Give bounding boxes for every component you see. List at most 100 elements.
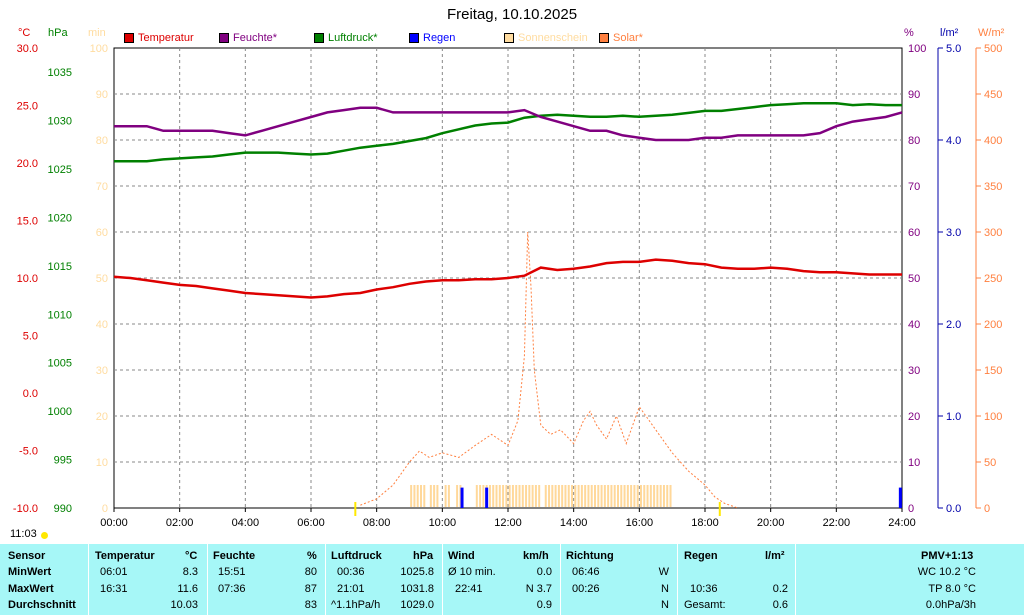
x-tick-label: 06:00 bbox=[297, 517, 325, 529]
avg-dir-value: N bbox=[661, 599, 669, 611]
sun-tick-label: 50 bbox=[96, 273, 108, 285]
legend-label: Sonnenschein bbox=[518, 32, 588, 44]
header-wind-unit: km/h bbox=[523, 550, 549, 562]
max-hum-value: 87 bbox=[304, 583, 317, 595]
min-hum-value: 80 bbox=[304, 566, 317, 578]
sun-tick-label: 40 bbox=[96, 319, 108, 331]
x-tick-label: 16:00 bbox=[626, 517, 654, 529]
avg-pres-trend: ^1.1hPa/h bbox=[331, 599, 381, 611]
sun-axis-unit: min bbox=[88, 27, 106, 39]
humidity-line bbox=[114, 106, 903, 142]
header-sensor: Sensor bbox=[8, 550, 46, 562]
divider bbox=[677, 544, 678, 615]
pressure-tick-label: 990 bbox=[54, 503, 72, 515]
temp-tick-label: 25.0 bbox=[17, 101, 38, 113]
temp-tick-label: 5.0 bbox=[23, 331, 38, 343]
humidity-tick-label: 20 bbox=[908, 411, 920, 423]
pressure-tick-label: 1030 bbox=[48, 116, 72, 128]
solar-tick-label: 200 bbox=[984, 319, 1002, 331]
legend-swatch bbox=[504, 33, 514, 43]
legend-item: Regen bbox=[409, 31, 455, 45]
divider bbox=[795, 544, 796, 615]
header-humidity: Feuchte bbox=[213, 550, 256, 562]
temp-tick-label: 30.0 bbox=[17, 43, 38, 55]
divider bbox=[442, 544, 443, 615]
legend-item: Sonnenschein bbox=[504, 31, 588, 45]
humidity-tick-label: 50 bbox=[908, 273, 920, 285]
min-wind-time: Ø 10 min. bbox=[448, 566, 496, 578]
chart-title: Freitag, 10.10.2025 bbox=[446, 6, 578, 23]
solar-tick-label: 350 bbox=[984, 181, 1002, 193]
humidity-tick-label: 10 bbox=[908, 457, 920, 469]
temp-tick-label: 10.0 bbox=[17, 273, 38, 285]
min-dir-value: W bbox=[658, 566, 669, 578]
sun-tick-label: 10 bbox=[96, 457, 108, 469]
avg-rain-label: Gesamt: bbox=[684, 599, 726, 611]
header-pmv: PMV+1:13 bbox=[921, 550, 974, 562]
header-pres-unit: hPa bbox=[413, 550, 434, 562]
row-label-max: MaxWert bbox=[8, 583, 54, 595]
min-wind-value: 0.0 bbox=[536, 566, 552, 578]
avg-pres-value: 1029.0 bbox=[400, 599, 434, 611]
sun-tick-label: 70 bbox=[96, 181, 108, 193]
avg-temp-value: 10.03 bbox=[170, 599, 198, 611]
solar-axis-unit: W/m² bbox=[978, 27, 1005, 39]
legend-item: Luftdruck* bbox=[314, 31, 378, 45]
humidity-tick-label: 100 bbox=[908, 43, 926, 55]
pressure-tick-label: 1000 bbox=[48, 406, 72, 418]
legend-swatch bbox=[219, 33, 229, 43]
header-rain: Regen bbox=[684, 550, 718, 562]
min-pres-value: 1025.8 bbox=[400, 566, 434, 578]
avg-rain-value: 0.6 bbox=[772, 599, 788, 611]
solar-tick-label: 50 bbox=[984, 457, 996, 469]
humidity-tick-label: 80 bbox=[908, 135, 920, 147]
humidity-tick-label: 30 bbox=[908, 365, 920, 377]
avg-pmv: 0.0hPa/3h bbox=[925, 599, 976, 611]
pressure-tick-label: 1005 bbox=[48, 358, 72, 370]
timestamp: 11:03 bbox=[10, 528, 37, 540]
solar-line bbox=[360, 231, 738, 509]
rain-bar bbox=[485, 487, 489, 508]
x-tick-label: 04:00 bbox=[232, 517, 260, 529]
legend-label: Feuchte* bbox=[233, 32, 278, 44]
solar-tick-label: 250 bbox=[984, 273, 1002, 285]
max-wind-value: N 3.7 bbox=[525, 583, 552, 595]
max-wind-time: 22:41 bbox=[455, 583, 483, 595]
x-tick-label: 12:00 bbox=[494, 517, 522, 529]
weather-chart: °C hPa min% l/m² W/m² 30.0 25.0 20.0 15.0 10.0 5.0… bbox=[13, 27, 1005, 529]
solar-tick-label: 400 bbox=[984, 135, 1002, 147]
temp-tick-label: 0.0 bbox=[23, 388, 38, 400]
max-pmv: TP 8.0 °C bbox=[928, 583, 976, 595]
rain-tick-label: 4.0 bbox=[946, 135, 961, 147]
header-rain-unit: l/m² bbox=[765, 550, 785, 562]
divider bbox=[560, 544, 561, 615]
max-dir-value: N bbox=[661, 583, 669, 595]
legend-swatch bbox=[124, 33, 134, 43]
rain-tick-label: 3.0 bbox=[946, 227, 961, 239]
pressure-tick-label: 1035 bbox=[48, 67, 72, 79]
temp-tick-label: -10.0 bbox=[13, 503, 38, 515]
humidity-tick-label: 70 bbox=[908, 181, 920, 193]
max-dir-time: 00:26 bbox=[572, 583, 600, 595]
avg-wind-value: 0.9 bbox=[536, 599, 552, 611]
header-wind: Wind bbox=[448, 550, 475, 562]
humidity-tick-label: 0 bbox=[908, 503, 914, 515]
header-temp-unit: °C bbox=[185, 550, 198, 562]
max-rain-time: 10:36 bbox=[690, 583, 718, 595]
x-tick-label: 14:00 bbox=[560, 517, 588, 529]
pressure-tick-label: 1010 bbox=[48, 309, 72, 321]
divider bbox=[325, 544, 326, 615]
sun-icon bbox=[41, 532, 48, 539]
min-temp-value: 8.3 bbox=[182, 566, 198, 578]
x-tick-label: 02:00 bbox=[166, 517, 194, 529]
legend-label: Regen bbox=[423, 32, 456, 44]
solar-tick-label: 100 bbox=[984, 411, 1002, 423]
legend-label: Solar* bbox=[613, 32, 643, 44]
rain-tick-label: 0.0 bbox=[946, 503, 961, 515]
legend-swatch bbox=[314, 33, 324, 43]
divider bbox=[207, 544, 208, 615]
solar-tick-label: 450 bbox=[984, 89, 1002, 101]
sun-tick-label: 100 bbox=[90, 43, 108, 55]
sun-tick-label: 0 bbox=[102, 503, 108, 515]
x-tick-label: 08:00 bbox=[363, 517, 391, 529]
